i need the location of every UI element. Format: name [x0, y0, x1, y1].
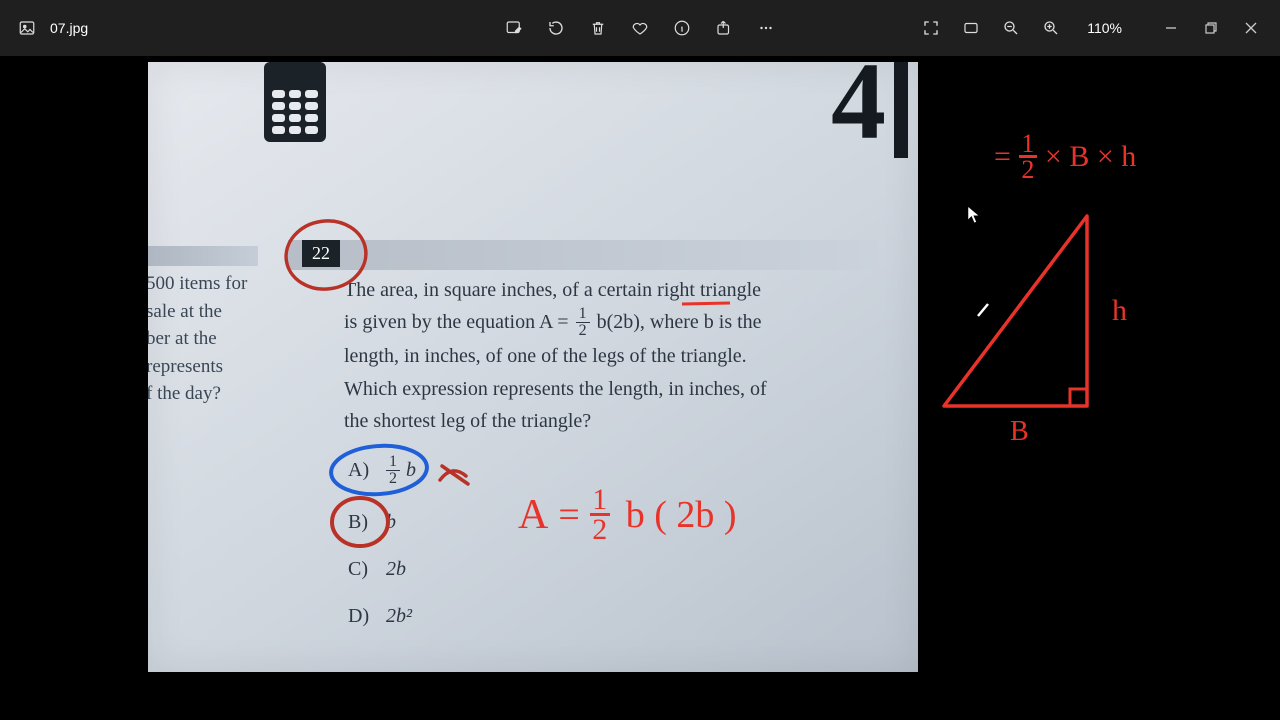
option-c-label: C) — [348, 558, 372, 581]
fit-icon[interactable] — [961, 18, 981, 38]
minimize-button[interactable] — [1156, 14, 1186, 42]
question-line1: The area, in square inches, of a certain… — [344, 279, 761, 301]
question-text: The area, in square inches, of a certain… — [344, 274, 874, 437]
left-band — [148, 246, 258, 266]
annotation-triangle — [932, 206, 1152, 446]
option-b: B) b — [348, 511, 416, 534]
triangle-label-h: h — [1112, 294, 1127, 328]
page-number: 4 — [831, 62, 886, 165]
option-d: D) 2b² — [348, 605, 416, 628]
titlebar: 07.jpg — [0, 0, 1280, 56]
option-a-frac: 12 — [386, 454, 400, 487]
answer-options: A) 12 b B) b C) 2b D) 2b² — [348, 454, 416, 652]
annotation-formula: = 12 × B × h — [994, 132, 1136, 182]
question-line3: length, in inches, of one of the legs of… — [344, 345, 747, 367]
annotation-strike-a — [434, 454, 484, 494]
page-number-bar — [894, 62, 908, 158]
question-line2b: b(2b), where b is the — [597, 311, 762, 333]
displayed-image: 4 500 items for sale at the ber at the r… — [148, 62, 918, 672]
edit-icon[interactable] — [504, 18, 524, 38]
fraction-half: 12 — [576, 306, 590, 339]
share-icon[interactable] — [714, 18, 734, 38]
info-icon[interactable] — [672, 18, 692, 38]
image-viewport[interactable]: 4 500 items for sale at the ber at the r… — [0, 56, 1280, 720]
window-controls — [1156, 14, 1266, 42]
zoom-in-icon[interactable] — [1041, 18, 1061, 38]
filename: 07.jpg — [50, 20, 88, 36]
titlebar-center — [504, 18, 776, 38]
question-line4: Which expression represents the length, … — [344, 378, 767, 400]
calculator-icon — [264, 62, 326, 142]
delete-icon[interactable] — [588, 18, 608, 38]
question-band — [288, 240, 878, 270]
image-icon — [18, 19, 36, 37]
option-a-suffix: b — [406, 459, 416, 482]
titlebar-right: 110% — [921, 14, 1280, 42]
rotate-icon[interactable] — [546, 18, 566, 38]
question-line5: the shortest leg of the triangle? — [344, 410, 591, 432]
question-number: 22 — [302, 240, 340, 267]
option-d-label: D) — [348, 605, 372, 628]
fullscreen-icon[interactable] — [921, 18, 941, 38]
option-b-value: b — [386, 511, 396, 534]
question-line2a: is given by the equation A = — [344, 311, 574, 333]
annotation-equation: A = 12 b ( 2b ) — [518, 486, 737, 543]
titlebar-left: 07.jpg — [0, 19, 88, 37]
option-c: C) 2b — [348, 558, 416, 581]
zoom-out-icon[interactable] — [1001, 18, 1021, 38]
favorite-icon[interactable] — [630, 18, 650, 38]
zoom-label: 110% — [1081, 20, 1128, 36]
option-a: A) 12 b — [348, 454, 416, 487]
triangle-label-b: B — [1010, 416, 1029, 448]
maximize-button[interactable] — [1196, 14, 1226, 42]
option-c-value: 2b — [386, 558, 406, 581]
option-a-label: A) — [348, 459, 372, 482]
option-d-value: 2b² — [386, 605, 412, 628]
close-button[interactable] — [1236, 14, 1266, 42]
more-icon[interactable] — [756, 18, 776, 38]
option-b-label: B) — [348, 511, 372, 534]
left-text-fragment: 500 items for sale at the ber at the rep… — [148, 270, 274, 408]
mouse-cursor-icon — [966, 204, 984, 226]
